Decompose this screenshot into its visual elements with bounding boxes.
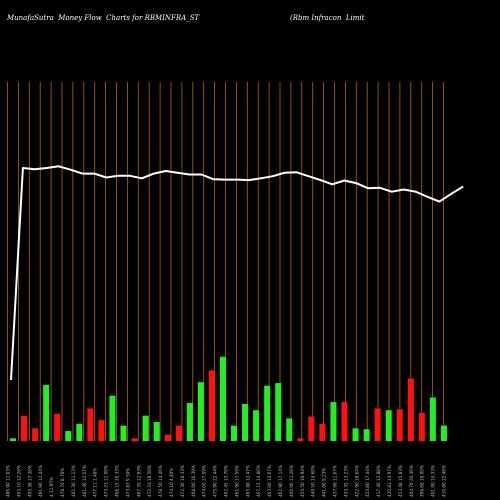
volume-bar-down	[87, 408, 94, 441]
x-tick-label: 493.10 12.28%	[16, 465, 21, 497]
volume-bar-up	[429, 397, 436, 441]
volume-bar-up	[197, 382, 204, 441]
x-tick-label: 420.81 13.97%	[387, 465, 392, 497]
volume-bars	[10, 356, 447, 441]
volume-bar-down	[175, 425, 182, 441]
volume-bar-up	[76, 423, 83, 441]
x-tick-label: 4 11.95%	[49, 477, 54, 497]
volume-bar-down	[319, 423, 326, 441]
x-tick-label: 478.70 8.70%	[60, 468, 65, 497]
x-tick-label: 462.45 13.70%	[224, 465, 229, 497]
volume-bar-up	[330, 402, 337, 441]
x-tick-label: 449.50 14.60%	[311, 465, 316, 497]
x-tick-label: 467.35 12.93%	[136, 465, 141, 497]
volume-bar-down	[418, 412, 425, 441]
volume-bar-up	[385, 410, 392, 441]
price-series-line	[10, 165, 464, 381]
volume-bar-down	[396, 409, 403, 441]
x-tick-label: 454.50 10.94%	[300, 465, 305, 497]
chart-title: MunafaSutra Money Flow Charts for RBMINF…	[7, 14, 200, 22]
x-tick-label: 463.00 13.67%	[267, 465, 272, 497]
x-tick-label: 413.48 15.83%	[398, 465, 403, 497]
company-name: (Rbm Infracon Limit	[290, 14, 365, 22]
x-tick-label: 398.88 16.90%	[420, 465, 425, 497]
x-tick-label: 410.06 12.48%	[442, 465, 447, 497]
volume-bar-up	[153, 421, 160, 441]
volume-bar-down	[308, 416, 315, 441]
volume-bar-down	[297, 438, 304, 441]
x-tick-label: 474.00 27.59%	[202, 465, 207, 497]
volume-bar-down	[164, 434, 171, 441]
volume-bar-down	[341, 402, 348, 441]
volume-bar-up	[109, 395, 116, 441]
x-tick-label: 437.68 11.67%	[333, 465, 338, 497]
volume-bar-down	[131, 438, 138, 441]
volume-bar-down	[407, 378, 414, 441]
x-tick-label: 473.87 9.50%	[125, 468, 130, 497]
volume-bar-down	[374, 408, 381, 441]
x-tick-label: 474.10 4.40%	[169, 468, 174, 497]
x-tick-label: 401.00 14.33%	[431, 465, 436, 497]
volume-bar-down	[21, 415, 28, 441]
volume-bar-up	[43, 384, 50, 441]
x-tick-label: 475.90 22.44%	[213, 465, 218, 497]
x-tick-label: 481.30 11.13%	[71, 465, 76, 497]
x-tick-label: 486.90 11.03%	[6, 465, 11, 497]
volume-bar-up	[65, 431, 72, 441]
x-tick-label: 491.90 12.44%	[38, 465, 43, 497]
volume-bar-up	[242, 403, 249, 441]
volume-bar-down	[208, 370, 215, 441]
volume-bar-up	[219, 356, 226, 441]
x-tick-label: 478.50 14.46%	[158, 465, 163, 497]
volume-bar-up	[142, 415, 149, 441]
x-tick-label: 477.11 1.48%	[93, 468, 98, 497]
volume-bar-up	[352, 428, 359, 441]
x-tick-label: 481.40 12.57%	[82, 465, 87, 497]
x-tick-label: 462.90 17.14%	[278, 465, 283, 497]
volume-bar-down	[98, 420, 105, 441]
volume-bar-down	[54, 413, 61, 441]
x-tick-label: 472.33 18.50%	[147, 465, 152, 497]
x-tick-label: 468.00 16.39%	[191, 465, 196, 497]
volume-bar-up	[440, 425, 447, 441]
x-tick-label: 423.80 17.44%	[365, 465, 370, 497]
x-tick-label: 433.35 13.23%	[343, 465, 348, 497]
x-tick-label: 468.15 16.33%	[115, 465, 120, 497]
x-tick-label: 417.40 12.88%	[376, 465, 381, 497]
x-tick-label: 473.23 11.00%	[104, 465, 109, 497]
volume-bar-up	[231, 425, 237, 441]
x-tick-label: 441.00 9.23%	[322, 468, 327, 497]
price-line	[10, 165, 464, 381]
x-tick-label: 404.70 20.36%	[409, 465, 414, 497]
x-tick-label: 422.90 10.64%	[354, 465, 359, 497]
x-axis-labels: 486.90 11.03% 493.10 12.28% 495.38 17.38% 4…	[6, 465, 447, 497]
volume-bar-up	[275, 383, 282, 441]
volume-bar-down	[32, 428, 39, 441]
x-tick-label: 472.36 10.33%	[180, 465, 185, 497]
volume-bar-up	[286, 418, 293, 441]
volume-bar-up	[120, 425, 127, 441]
volume-bar-up	[363, 429, 370, 441]
x-tick-label: 465.88 12.47%	[245, 465, 250, 497]
x-tick-label: 461.90 17.59%	[234, 465, 239, 497]
x-tick-label: 495.38 17.38%	[27, 465, 32, 497]
volume-bar-up	[186, 402, 193, 441]
volume-bar-up	[10, 438, 16, 441]
volume-bar-up	[253, 410, 260, 441]
volume-bar-up	[264, 385, 271, 441]
x-tick-label: 467.15 14.80%	[256, 465, 261, 497]
x-tick-label: 460.00 11.28%	[289, 465, 294, 497]
